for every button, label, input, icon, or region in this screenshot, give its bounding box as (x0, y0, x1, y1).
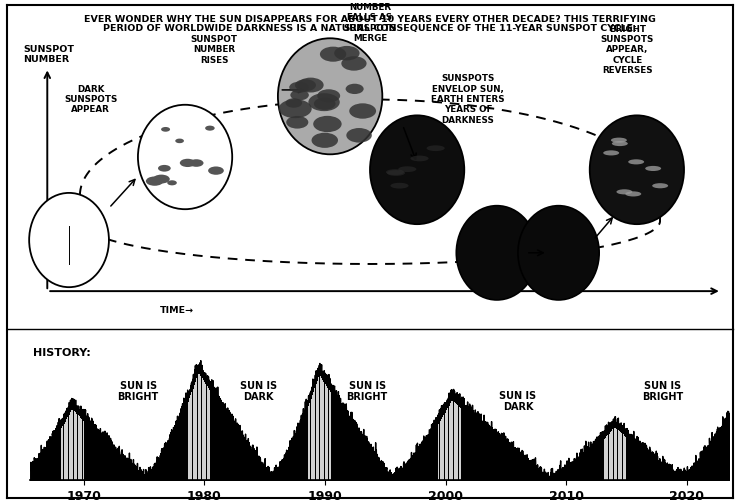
Ellipse shape (297, 77, 323, 93)
Ellipse shape (334, 46, 360, 60)
Text: HISTORY:: HISTORY: (33, 349, 91, 359)
Ellipse shape (205, 126, 215, 131)
Ellipse shape (312, 133, 338, 148)
Text: SUNSPOT
NUMBER: SUNSPOT NUMBER (24, 45, 74, 64)
Ellipse shape (289, 82, 309, 93)
Ellipse shape (180, 159, 195, 167)
Ellipse shape (167, 180, 177, 186)
Ellipse shape (645, 166, 661, 171)
Ellipse shape (278, 38, 383, 154)
Ellipse shape (426, 145, 445, 151)
Ellipse shape (346, 128, 371, 143)
Ellipse shape (386, 169, 404, 175)
Text: BRIGHT
SUNSPOTS
APPEAR,
CYCLE
REVERSES: BRIGHT SUNSPOTS APPEAR, CYCLE REVERSES (601, 25, 654, 75)
Ellipse shape (146, 177, 164, 186)
Text: TIME→: TIME→ (160, 305, 194, 314)
Text: SUN IS
BRIGHT: SUN IS BRIGHT (118, 381, 159, 402)
Ellipse shape (208, 166, 223, 175)
Text: DARK
SUNSPOTS
APPEAR: DARK SUNSPOTS APPEAR (64, 85, 118, 114)
Ellipse shape (625, 191, 642, 197)
Ellipse shape (153, 175, 169, 184)
Ellipse shape (320, 47, 346, 62)
Ellipse shape (309, 93, 340, 111)
Ellipse shape (189, 159, 204, 167)
Ellipse shape (349, 103, 376, 119)
Ellipse shape (295, 79, 316, 91)
Ellipse shape (286, 116, 309, 129)
Ellipse shape (286, 98, 302, 108)
Text: SUN IS
BRIGHT: SUN IS BRIGHT (346, 381, 388, 402)
Ellipse shape (370, 115, 464, 224)
Ellipse shape (317, 89, 340, 103)
Text: NUMBER
FALLS AS
SUNSPOTS
MERGE: NUMBER FALLS AS SUNSPOTS MERGE (343, 3, 397, 43)
Ellipse shape (398, 166, 417, 172)
Ellipse shape (628, 159, 644, 164)
Ellipse shape (158, 165, 171, 172)
Ellipse shape (290, 90, 309, 100)
Ellipse shape (138, 105, 232, 209)
Ellipse shape (313, 116, 342, 132)
Text: SUN IS
DARK: SUN IS DARK (240, 381, 278, 402)
Ellipse shape (611, 138, 627, 143)
Text: SUNSPOTS
ENVELOP SUN,
EARTH ENTERS
YEARS OF
DARKNESS: SUNSPOTS ENVELOP SUN, EARTH ENTERS YEARS… (431, 74, 505, 125)
Text: PERIOD OF WORLDWIDE DARKNESS IS A NATURAL CONSEQUENCE OF THE 11-YEAR SUNSPOT CYC: PERIOD OF WORLDWIDE DARKNESS IS A NATURA… (103, 25, 637, 33)
Ellipse shape (603, 150, 619, 155)
Ellipse shape (314, 98, 335, 110)
Text: SUN IS
BRIGHT: SUN IS BRIGHT (642, 381, 683, 402)
Text: SUN IS
DARK: SUN IS DARK (500, 391, 536, 412)
Text: EVER WONDER WHY THE SUN DISAPPEARS FOR ABOUT 10 YEARS EVERY OTHER DECADE? THIS T: EVER WONDER WHY THE SUN DISAPPEARS FOR A… (84, 15, 656, 24)
Ellipse shape (411, 155, 428, 161)
Ellipse shape (175, 139, 184, 143)
Ellipse shape (612, 141, 628, 146)
Ellipse shape (161, 127, 170, 132)
Ellipse shape (387, 170, 405, 176)
Ellipse shape (29, 193, 109, 287)
Ellipse shape (457, 206, 537, 300)
Ellipse shape (341, 56, 366, 71)
Ellipse shape (518, 206, 599, 300)
Ellipse shape (391, 183, 408, 189)
Ellipse shape (346, 83, 363, 94)
Text: SUNSPOT
NUMBER
RISES: SUNSPOT NUMBER RISES (191, 35, 238, 65)
Ellipse shape (590, 115, 684, 224)
Ellipse shape (616, 189, 633, 194)
Ellipse shape (279, 99, 312, 118)
Ellipse shape (652, 183, 668, 188)
